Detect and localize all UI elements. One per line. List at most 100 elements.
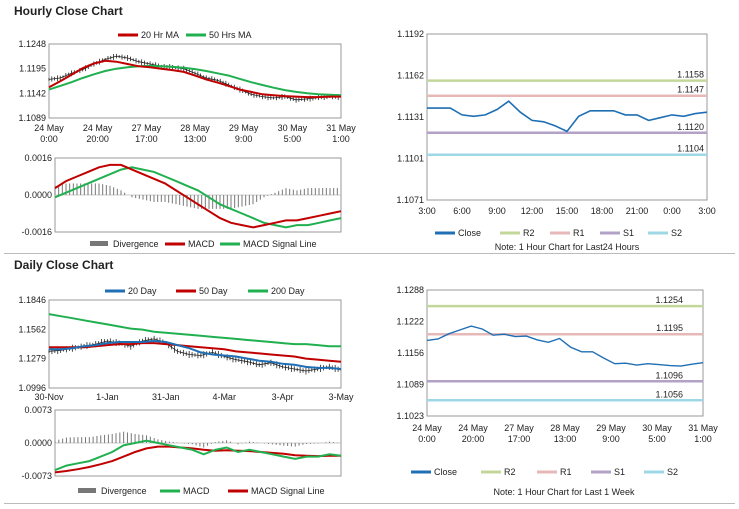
hourly-pivot-r2-value: 1.1158 [677,70,704,80]
hourly-pivot-close-line [427,100,708,133]
daily-macd-signal-line [54,445,341,474]
daily-pivot-r1-value: 1.1195 [656,323,683,333]
daily-pivot-legend-label: Close [434,467,457,477]
daily-pivot-x-tick: 24 May [412,423,442,433]
daily-price-x-tick: 3-May [328,392,354,402]
hourly-price-x-tick: 28 May [180,123,210,133]
daily-pivot-y-tick: 1.1156 [397,348,424,358]
daily-pivot-legend-label: S2 [667,467,678,477]
hourly-price-x-tick-time: 17:00 [135,134,158,144]
hourly-price-x-tick-time: 13:00 [184,134,207,144]
daily-pivot-frame [426,289,704,417]
hourly-pivot-r1-value: 1.1147 [677,85,704,95]
daily-macd-legend-label: MACD Signal Line [251,486,325,496]
daily-pivot-x-tick-time: 9:00 [602,434,620,444]
hourly-price-y-tick: 1.1248 [18,39,46,49]
daily-pivot-y-tick: 1.1089 [396,380,424,390]
daily-price-close-line [48,338,342,372]
hourly-pivot-legend-label: S1 [623,228,634,238]
hourly-price-x-tick: 24 May [83,123,113,133]
daily-pivot-y-tick: 1.1222 [396,317,424,327]
hourly-macd-line [54,163,342,229]
hourly-pivot-x-tick: 12:00 [521,206,544,216]
daily-pivot-x-tick: 27 May [504,423,534,433]
hourly-pivot-x-tick: 21:00 [626,206,649,216]
daily-macd-legend-label: MACD [183,486,210,496]
hourly-pivot-s1-value: 1.1120 [677,122,704,132]
hourly-pivot-y-tick: 1.1071 [396,195,424,205]
hourly-macd-y-tick: 0.0016 [24,153,52,163]
daily-pivot-y-tick: 1.1288 [396,285,424,295]
daily-pivot-x-tick: 24 May [458,423,488,433]
daily-macd-legend-label: Divergence [101,486,147,496]
daily-macd-y-tick: 0.0073 [24,405,52,415]
daily-pivot-x-tick: 29 May [596,423,626,433]
hourly-price-y-tick: 1.1089 [18,113,46,123]
hourly-macd-legend-label: MACD [188,239,215,249]
hourly-pivot-legend-label: R1 [573,228,585,238]
daily-50day-ma-line [49,342,342,363]
hourly-pivot-x-tick: 6:00 [453,206,471,216]
daily-pivot-s2-value: 1.1056 [655,389,683,399]
daily-price-y-tick: 1.0996 [18,383,46,393]
daily-macd-line [54,439,342,472]
hourly-price-x-tick-time: 0:00 [40,134,58,144]
hourly-price-x-tick: 24 May [34,123,64,133]
daily-pivot-legend-label: R1 [560,467,572,477]
daily-macd-y-tick: 0.0000 [24,438,52,448]
daily-price-legend-label: 50 Day [199,286,228,296]
daily-200day-ma-line [48,313,341,348]
daily-pivot-x-tick-time: 13:00 [554,434,577,444]
daily-price-x-tick: 30-Nov [34,392,64,402]
daily-price-frame [48,299,342,389]
hourly-macd-y-tick: 0.0000 [24,190,52,200]
hourly-price-x-tick: 27 May [132,123,162,133]
daily-price-y-tick: 1.1846 [18,295,46,305]
hourly-price-x-tick-time: 1:00 [332,134,350,144]
hourly-price-y-tick: 1.1142 [19,88,46,98]
daily-price-x-tick: 4-Mar [212,392,236,402]
hourly-macd-legend-label: MACD Signal Line [243,239,317,249]
daily-price-y-tick: 1.1562 [18,324,46,334]
hourly-price-x-tick-time: 9:00 [235,134,253,144]
hourly-pivot-x-tick: 18:00 [591,206,614,216]
hourly-price-x-tick: 31 May [326,123,356,133]
hourly-price-legend-label: 20 Hr MA [141,30,179,40]
hourly-price-x-tick-time: 20:00 [86,134,109,144]
daily-pivot-x-tick-time: 20:00 [462,434,485,444]
hourly-pivot-legend-label: Close [458,228,481,238]
daily-price-x-tick: 31-Jan [152,392,180,402]
hourly-price-close-line [48,55,342,101]
hourly-price-x-tick: 30 May [278,123,308,133]
daily-pivot-r2-value: 1.1254 [655,295,683,305]
daily-price-legend-label: 200 Day [271,286,305,296]
hourly-pivot-legend-label: R2 [523,228,535,238]
hourly-price-frame [48,43,342,119]
daily-macd-y-tick: -0.0073 [21,471,52,481]
hourly-pivot-note: Note: 1 Hour Chart for Last24 Hours [495,242,640,252]
daily-pivot-legend-label: R2 [504,467,516,477]
hourly-macd-legend-label: Divergence [113,239,159,249]
hourly-section-title: Hourly Close Chart [14,4,123,18]
section-divider [4,253,735,254]
daily-price-y-tick: 1.1279 [18,354,46,364]
hourly-pivot-legend-label: S2 [671,228,682,238]
hourly-50hr-ma-line [48,64,342,97]
hourly-price-y-tick: 1.1195 [19,64,46,74]
daily-price-x-tick: 1-Jan [96,392,119,402]
daily-pivot-close-line [426,325,704,367]
daily-pivot-x-tick-time: 17:00 [508,434,531,444]
hourly-price-x-tick: 29 May [229,123,259,133]
hourly-20hr-ma-line [48,59,341,99]
daily-pivot-s1-value: 1.1096 [655,370,683,380]
daily-macd-legend-swatch [78,488,96,493]
hourly-pivot-y-tick: 1.1192 [397,29,424,39]
hourly-macd-y-tick: -0.0016 [21,227,52,237]
hourly-pivot-x-tick: 0:00 [663,206,681,216]
daily-section-title: Daily Close Chart [14,258,114,272]
hourly-pivot-y-tick: 1.1131 [397,112,424,122]
daily-pivot-x-tick-time: 1:00 [694,434,712,444]
daily-pivot-x-tick-time: 0:00 [418,434,436,444]
daily-price-legend-label: 20 Day [128,286,157,296]
